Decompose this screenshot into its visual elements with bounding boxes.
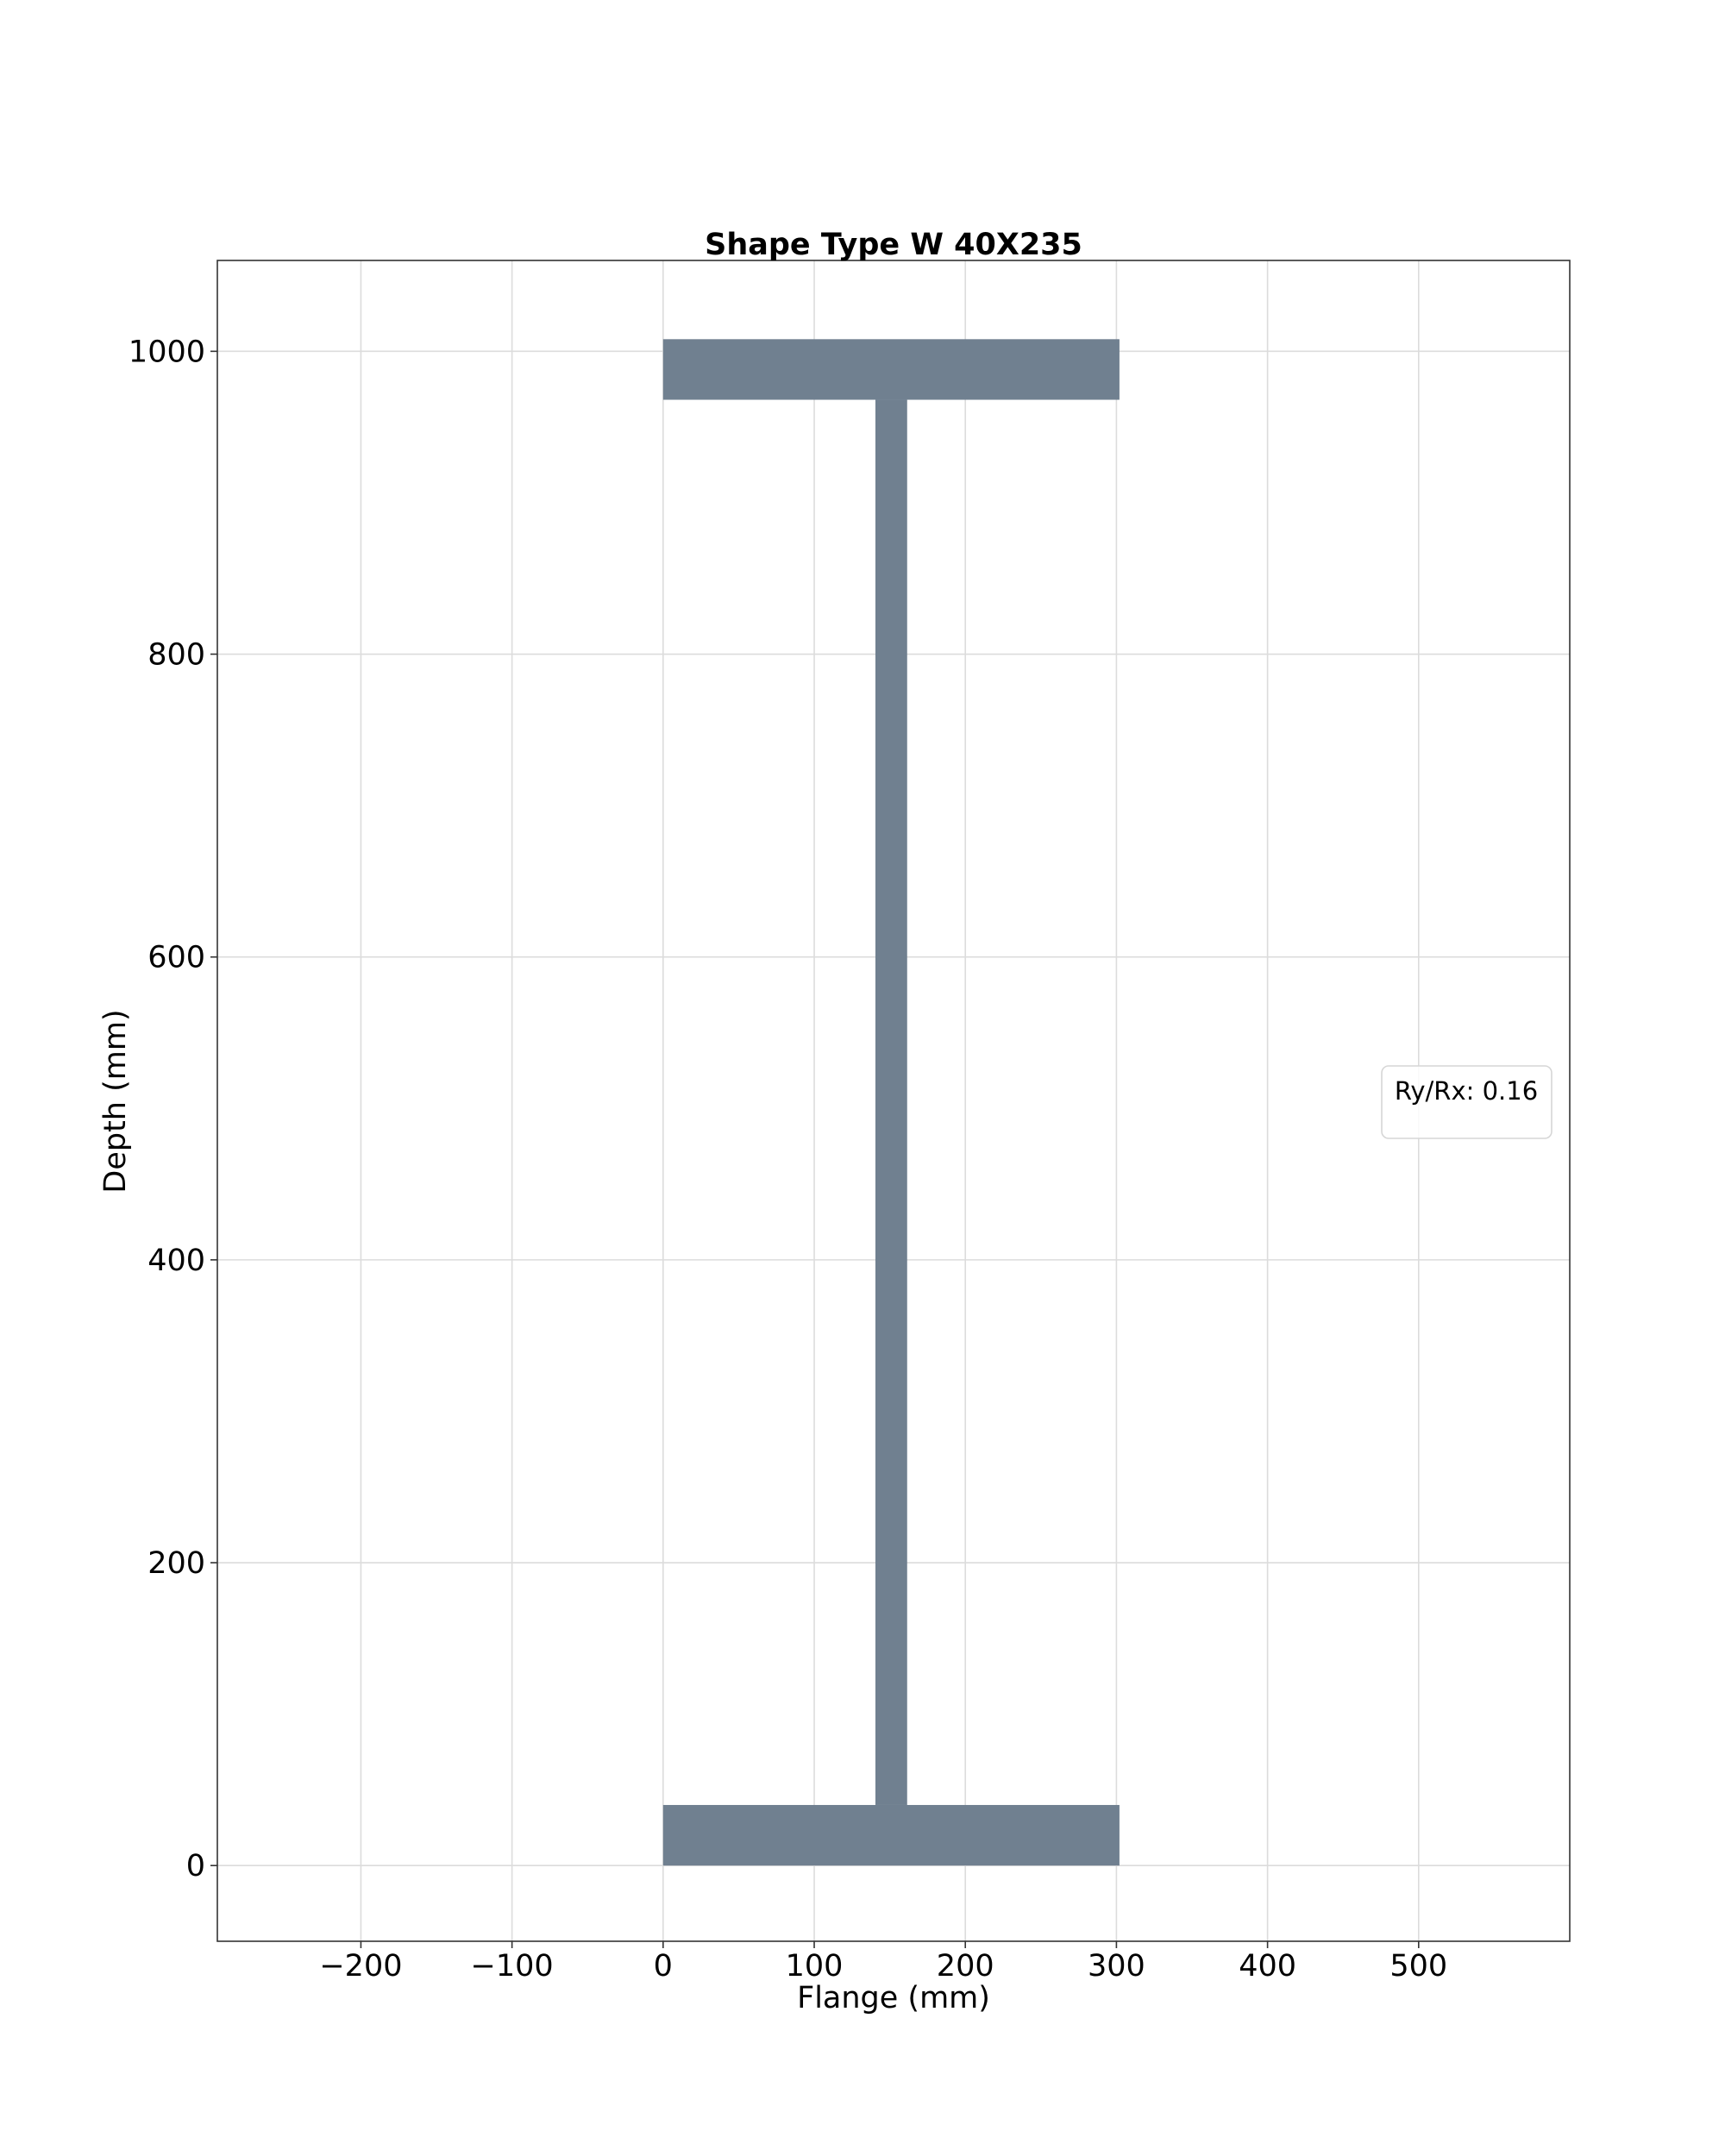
- x-axis-ticks: −200 −100 0 100 200 300 400 500: [319, 1941, 1447, 1984]
- x-tick-label: 200: [937, 1949, 994, 1984]
- y-tick-label: 600: [147, 941, 205, 975]
- y-tick-label: 0: [186, 1849, 205, 1883]
- top-flange: [662, 339, 1120, 400]
- chart-title: Shape Type W 40X235: [705, 228, 1082, 262]
- section-shape: [662, 339, 1120, 1866]
- web: [875, 399, 907, 1805]
- x-axis-label: Flange (mm): [797, 1981, 990, 2015]
- x-tick-label: 100: [786, 1949, 844, 1984]
- plot-frame: [216, 260, 1571, 1942]
- x-tick-label: 300: [1088, 1949, 1145, 1984]
- y-tick-label: 200: [147, 1546, 205, 1581]
- legend: Ry/Rx: 0.16: [1381, 1065, 1552, 1139]
- y-tick-label: 1000: [129, 335, 205, 369]
- x-tick-label: −200: [319, 1949, 402, 1984]
- y-axis-label: Depth (mm): [98, 1009, 133, 1193]
- x-tick-label: 400: [1239, 1949, 1296, 1984]
- x-tick-label: 0: [654, 1949, 673, 1984]
- legend-ratio-text: Ry/Rx: 0.16: [1395, 1076, 1538, 1106]
- x-tick-label: −100: [471, 1949, 554, 1984]
- y-tick-label: 800: [147, 638, 205, 673]
- y-axis-ticks: 0 200 400 600 800 1000: [129, 335, 217, 1883]
- legend-box: [1381, 1065, 1552, 1139]
- y-tick-label: 400: [147, 1244, 205, 1278]
- x-tick-label: 500: [1389, 1949, 1447, 1984]
- bottom-flange: [662, 1804, 1120, 1866]
